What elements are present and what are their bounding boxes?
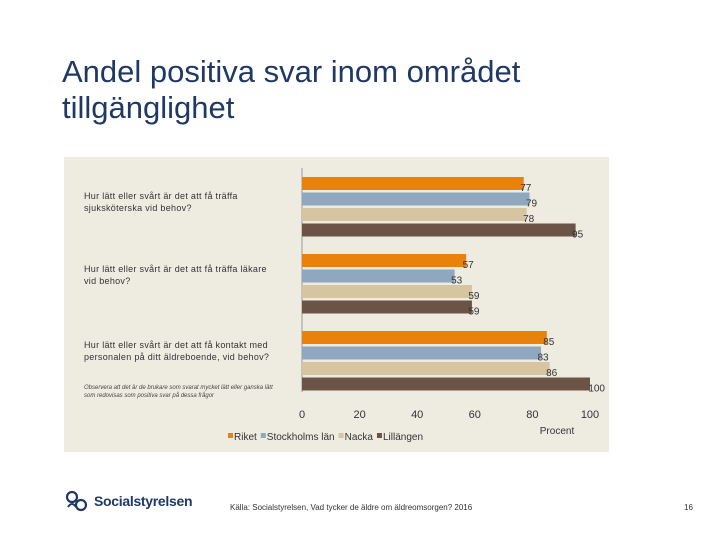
- source-text: Källa: Socialstyrelsen, Vad tycker de äl…: [230, 503, 473, 512]
- x-tick-label: 80: [526, 409, 538, 421]
- legend-swatch: [260, 433, 266, 438]
- legend-swatch: [376, 433, 382, 438]
- bar-riket-1: [302, 177, 524, 190]
- chart-note: Observera att det är de brukare som svar…: [84, 385, 273, 399]
- data-label: 86: [546, 368, 558, 379]
- page-number: 16: [684, 503, 693, 512]
- legend-swatch: [228, 433, 233, 438]
- bar-lill-ngen-2: [302, 300, 472, 314]
- x-tick-label: 0: [299, 409, 305, 421]
- data-label: 100: [588, 384, 605, 395]
- bar-nacka-3: [302, 362, 550, 375]
- x-tick-label: 20: [353, 409, 365, 421]
- x-tick-label: 40: [411, 409, 423, 421]
- category-label-lakare: Hur lätt eller svårt är det att få träff…: [84, 264, 267, 286]
- bar-stockholms-l-n-1: [302, 192, 530, 206]
- data-label: 77: [520, 183, 532, 194]
- legend-label: Lillängen: [383, 432, 423, 443]
- bar-stockholms-l-n-2: [302, 269, 455, 283]
- x-tick-label: 60: [469, 409, 481, 421]
- data-label: 83: [537, 353, 549, 364]
- bar-riket-2: [302, 254, 467, 267]
- bar-lill-ngen-1: [302, 223, 576, 237]
- data-label: 79: [526, 199, 538, 210]
- socialstyrelsen-logo: Socialstyrelsen: [64, 488, 193, 514]
- x-axis-label: Procent: [540, 426, 575, 437]
- bar-stockholms-l-n-3: [302, 346, 542, 360]
- legend-label: Nacka: [345, 432, 374, 443]
- bar-nacka-1: [302, 208, 527, 221]
- data-label: 59: [468, 291, 480, 302]
- data-label: 85: [543, 337, 555, 348]
- legend-label: Stockholms län: [267, 432, 335, 443]
- data-label: 78: [523, 214, 535, 225]
- x-tick-label: 100: [581, 409, 599, 421]
- logo-text: Socialstyrelsen: [94, 493, 193, 509]
- legend-swatch: [338, 433, 344, 438]
- data-label: 57: [463, 260, 475, 271]
- data-label: 59: [468, 307, 480, 318]
- bar-nacka-2: [302, 285, 472, 298]
- logo-mark-icon: [65, 490, 88, 512]
- category-label-personal: Hur lätt eller svårt är det att få konta…: [84, 340, 270, 362]
- data-label: 95: [572, 230, 584, 241]
- bar-lill-ngen-3: [302, 377, 590, 391]
- category-label-sjukskoterska: Hur lätt eller svårt är det att få träff…: [84, 191, 238, 213]
- data-label: 53: [451, 276, 463, 287]
- page-title: Andel positiva svar inom området tillgän…: [62, 54, 521, 125]
- legend-label: Riket: [234, 432, 257, 443]
- bar-riket-3: [302, 331, 547, 344]
